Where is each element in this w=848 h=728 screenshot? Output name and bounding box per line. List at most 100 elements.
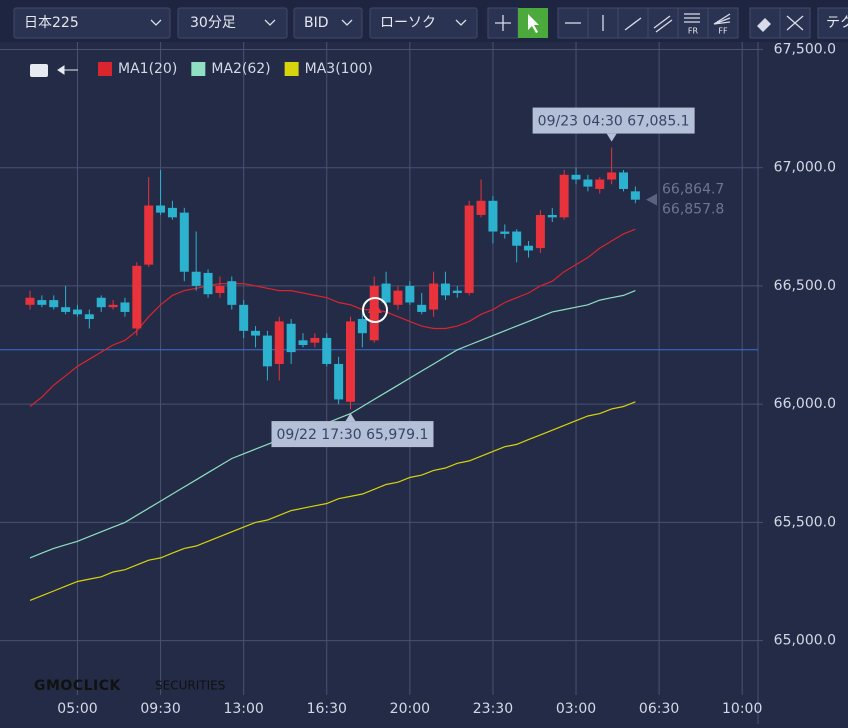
x-tick-label: 23:30 bbox=[473, 701, 513, 717]
chevron bbox=[341, 19, 353, 26]
eraser-icon bbox=[757, 18, 771, 32]
x-tick-label: 10:00 bbox=[722, 701, 762, 717]
y-tick-label: 65,000.0 bbox=[774, 633, 836, 649]
legend-label: MA2(62) bbox=[211, 61, 270, 77]
x-tick-label: 09:30 bbox=[140, 701, 180, 717]
chevron bbox=[455, 19, 467, 26]
toolbar: 日本225 30分足 BID ローソク FR FF テク bbox=[13, 7, 848, 39]
candle-body bbox=[393, 290, 403, 305]
annotation-box bbox=[532, 107, 695, 134]
candle-body bbox=[274, 321, 284, 364]
marker-ring bbox=[362, 297, 388, 323]
interval-text: 30分足 bbox=[190, 15, 236, 31]
tool-label: FF bbox=[718, 27, 728, 36]
candle-body bbox=[357, 319, 367, 334]
candle-body bbox=[108, 304, 118, 308]
y-tick-label: 67,500.0 bbox=[774, 41, 836, 57]
candle-body bbox=[630, 191, 640, 200]
trendline-button[interactable] bbox=[617, 7, 649, 39]
price-type-text: BID bbox=[304, 15, 329, 31]
candle-body bbox=[191, 271, 201, 286]
annotation-text: 09/23 04:30 67,085.1 bbox=[538, 114, 690, 130]
candle-body bbox=[512, 231, 522, 246]
channel-icon bbox=[653, 15, 673, 33]
candle-body bbox=[417, 304, 427, 312]
symbol-text: 日本225 bbox=[24, 15, 79, 31]
legend-swatch bbox=[98, 62, 112, 76]
candle-body bbox=[464, 205, 474, 294]
symbol-dropdown[interactable] bbox=[13, 7, 171, 39]
candle-body bbox=[535, 214, 545, 249]
candle-body bbox=[96, 297, 106, 308]
candle-body bbox=[203, 272, 213, 295]
price-label: 66,864.7 bbox=[662, 182, 724, 198]
fan-icon bbox=[713, 13, 731, 25]
candle-body bbox=[429, 283, 439, 310]
interval-dropdown[interactable] bbox=[177, 7, 288, 39]
candle-body bbox=[72, 309, 82, 315]
candle-body bbox=[298, 340, 308, 346]
collapse-icon[interactable] bbox=[57, 65, 78, 75]
x-tick-label: 03:00 bbox=[556, 701, 596, 717]
candle-body bbox=[167, 207, 177, 218]
legend-label: MA3(100) bbox=[305, 61, 373, 77]
candle-body bbox=[595, 179, 605, 189]
candle-body bbox=[179, 212, 189, 272]
candle-body bbox=[440, 283, 450, 296]
candle-body bbox=[571, 174, 581, 180]
candle-body bbox=[345, 321, 355, 402]
ma-line bbox=[29, 290, 636, 559]
plot: 65,000.0 65,500.0 66,000.0 66,500.0 67,000.0… bbox=[0, 41, 836, 717]
candle-body bbox=[619, 172, 628, 189]
candle-body bbox=[262, 335, 272, 367]
candle-body bbox=[215, 285, 225, 294]
logo-sub: SECURITIES bbox=[155, 679, 225, 693]
candle-body bbox=[476, 200, 486, 215]
y-tick-label: 66,000.0 bbox=[774, 396, 836, 412]
annotation-pointer bbox=[345, 413, 356, 422]
y-tick-label: 67,000.0 bbox=[774, 160, 836, 176]
candle-body bbox=[25, 297, 35, 305]
price-type-dropdown[interactable] bbox=[293, 7, 363, 39]
candle-body bbox=[156, 205, 166, 213]
candle-body bbox=[524, 245, 534, 251]
y-tick-label: 66,500.0 bbox=[774, 278, 836, 294]
candle-body bbox=[37, 300, 47, 305]
chart-type-dropdown[interactable] bbox=[369, 7, 478, 39]
chevron bbox=[264, 19, 276, 26]
x-tick-label: 20:00 bbox=[390, 701, 430, 717]
candle-body bbox=[132, 265, 142, 329]
candle-body bbox=[381, 283, 391, 303]
channel-button[interactable] bbox=[647, 7, 679, 39]
candle-body bbox=[120, 302, 130, 312]
comment-icon[interactable] bbox=[30, 64, 48, 77]
candle-body bbox=[488, 200, 498, 232]
ma-line bbox=[29, 228, 636, 407]
clear-icon bbox=[786, 15, 804, 31]
y-tick-label: 65,500.0 bbox=[774, 514, 836, 530]
legend-swatch bbox=[191, 62, 206, 76]
annotation-pointer bbox=[606, 133, 617, 142]
legend-swatch bbox=[284, 62, 299, 76]
candle-body bbox=[144, 205, 154, 265]
candle-body bbox=[547, 214, 557, 218]
x-tick-label: 05:00 bbox=[57, 701, 97, 717]
x-tick-label: 13:00 bbox=[223, 701, 263, 717]
annotation-box bbox=[271, 421, 434, 448]
fibo-retrace-button[interactable] bbox=[677, 7, 709, 39]
x-tick-label: 06:30 bbox=[639, 701, 679, 717]
candle-body bbox=[227, 281, 237, 305]
price-marker bbox=[646, 193, 657, 206]
candle-body bbox=[405, 285, 415, 303]
tech-text: テク bbox=[826, 15, 848, 31]
trendline-icon bbox=[624, 17, 642, 31]
candle-body bbox=[500, 231, 510, 234]
x-tick-label: 16:30 bbox=[307, 701, 347, 717]
chevron bbox=[150, 19, 162, 26]
candle-body bbox=[286, 323, 296, 353]
tool-label: FR bbox=[688, 27, 699, 36]
tech-button[interactable] bbox=[817, 7, 848, 39]
candle-body bbox=[583, 179, 593, 187]
candle-body bbox=[334, 363, 344, 400]
